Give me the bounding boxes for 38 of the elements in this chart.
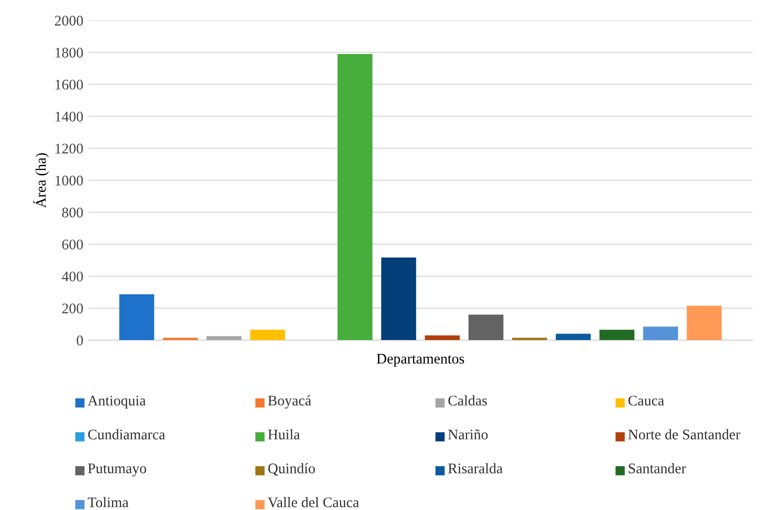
legend-label: Valle del Cauca <box>268 497 359 508</box>
y-tick-label: 1600 <box>56 80 83 90</box>
bar <box>556 334 591 340</box>
legend-label: Risaralda <box>448 463 503 474</box>
y-tick-label: 1800 <box>56 48 83 58</box>
legend-label: Cundiamarca <box>88 429 166 440</box>
bar <box>250 330 286 340</box>
legend-label: Norte de Santander <box>628 429 740 440</box>
y-tick-label: 1200 <box>56 144 83 154</box>
legend-label: Huila <box>268 429 300 440</box>
legend-label: Tolima <box>88 497 128 508</box>
bar <box>206 336 242 340</box>
legend-label: Nariño <box>448 429 488 440</box>
bar <box>686 306 722 340</box>
legend-label: Antioquia <box>88 396 146 408</box>
bar <box>468 314 504 340</box>
bar <box>338 54 372 340</box>
y-tick-label: 600 <box>62 240 83 250</box>
y-tick-label: 200 <box>62 304 83 314</box>
y-tick-label: 2000 <box>54 16 83 26</box>
bar <box>599 330 634 340</box>
y-tick-label: 0 <box>76 336 83 346</box>
bar <box>381 258 416 340</box>
legend-label: Caldas <box>448 395 487 406</box>
legend-label: Putumayo <box>88 464 146 476</box>
y-tick-label: 1000 <box>56 176 83 186</box>
legend-label: Santander <box>628 463 686 474</box>
y-axis-title: Área (ha) <box>33 153 49 208</box>
x-axis-title: Departamentos <box>376 354 464 367</box>
y-tick-label: 400 <box>62 272 83 282</box>
legend-label: Cauca <box>628 396 664 406</box>
bar <box>424 335 460 340</box>
y-tick-label: 800 <box>62 208 83 218</box>
y-tick-label: 1400 <box>56 112 83 122</box>
legend-label: Boyacá <box>268 395 312 409</box>
bar <box>643 326 678 340</box>
bar <box>119 294 154 340</box>
legend-label: Quindío <box>268 463 315 476</box>
